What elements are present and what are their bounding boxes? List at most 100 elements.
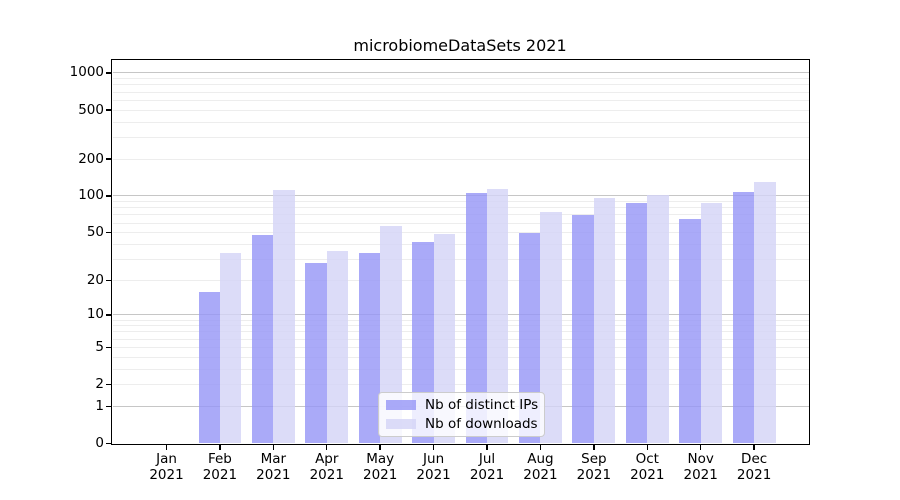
major-gridline-10: [112, 314, 809, 316]
legend-swatch-distinct-ips: [386, 400, 416, 411]
minor-gridline-30: [112, 258, 809, 260]
y-tick-0: [106, 442, 112, 445]
minor-gridline-80: [112, 207, 809, 209]
legend: Nb of distinct IPs Nb of downloads: [378, 392, 545, 437]
y-tick-label-5: 5: [95, 338, 104, 355]
major-gridline-100: [112, 195, 809, 197]
minor-gridline-900: [112, 78, 809, 80]
minor-gridline-7: [112, 331, 809, 333]
bar-oct-downloads: [647, 195, 669, 444]
minor-gridline-200: [112, 158, 809, 160]
bar-dec-distinct-ips: [732, 191, 755, 444]
x-tick-oct: [646, 445, 648, 450]
x-tick-label-jun: Jun 2021: [416, 450, 451, 483]
x-tick-sep: [593, 445, 595, 450]
y-tick-20: [106, 279, 112, 281]
legend-label-distinct-ips: Nb of distinct IPs: [425, 397, 539, 414]
x-tick-label-feb: Feb 2021: [202, 450, 238, 483]
bar-nov-downloads: [700, 202, 723, 444]
y-tick-label-100: 100: [78, 187, 104, 204]
minor-gridline-4: [112, 356, 809, 358]
x-tick-label-dec: Dec 2021: [736, 450, 772, 483]
bar-oct-distinct-ips: [625, 203, 648, 444]
y-tick-label-0: 0: [95, 435, 104, 451]
x-tick-label-sep: Sep 2021: [576, 450, 612, 483]
legend-item-distinct-ips: Nb of distinct IPs: [386, 397, 539, 414]
x-tick-jun: [432, 445, 435, 450]
minor-gridline-90: [112, 201, 809, 203]
legend-label-downloads: Nb of downloads: [425, 415, 538, 432]
y-tick-label-10: 10: [86, 306, 104, 323]
x-tick-mar: [272, 445, 275, 450]
x-tick-label-jan: Jan 2021: [149, 450, 184, 483]
y-tick-1000: [106, 72, 112, 74]
minor-gridline-3: [112, 368, 809, 370]
legend-swatch-downloads: [386, 418, 416, 429]
x-tick-aug: [539, 445, 542, 450]
minor-gridline-50: [112, 232, 809, 234]
minor-gridline-2: [112, 384, 809, 386]
bar-jun-downloads: [433, 233, 455, 444]
bar-mar-distinct-ips: [251, 234, 274, 444]
x-tick-label-apr: Apr 2021: [309, 450, 344, 483]
y-tick-5: [106, 346, 112, 349]
x-tick-nov: [700, 445, 702, 450]
x-tick-feb: [219, 445, 221, 450]
bar-sep-distinct-ips: [572, 214, 594, 444]
legend-item-downloads: Nb of downloads: [386, 415, 538, 432]
x-tick-jan: [165, 445, 168, 450]
y-tick-500: [106, 109, 112, 111]
y-tick-label-50: 50: [86, 224, 104, 241]
x-tick-label-oct: Oct 2021: [630, 450, 665, 483]
bar-may-downloads: [380, 225, 402, 444]
minor-gridline-40: [112, 243, 809, 245]
y-tick-2: [106, 383, 112, 386]
bar-mar-downloads: [273, 189, 295, 444]
bar-sep-downloads: [593, 198, 616, 444]
bar-aug-distinct-ips: [519, 232, 541, 444]
x-tick-dec: [753, 445, 755, 450]
minor-gridline-800: [112, 84, 809, 86]
chart-title: microbiomeDataSets 2021: [353, 36, 567, 55]
minor-gridline-70: [112, 214, 809, 216]
minor-gridline-9: [112, 319, 809, 321]
x-tick-label-may: May 2021: [362, 450, 398, 483]
bar-feb-downloads: [219, 252, 242, 444]
x-tick-label-aug: Aug 2021: [523, 450, 558, 483]
x-tick-label-nov: Nov 2021: [683, 450, 718, 483]
minor-gridline-6: [112, 338, 809, 340]
major-gridline-1000: [112, 72, 809, 74]
minor-gridline-300: [112, 136, 809, 138]
x-tick-jul: [486, 445, 488, 450]
bar-aug-downloads: [540, 211, 562, 444]
x-tick-may: [379, 445, 381, 450]
minor-gridline-600: [112, 99, 809, 101]
y-tick-label-200: 200: [78, 150, 104, 167]
y-tick-1: [106, 405, 112, 407]
y-tick-label-2: 2: [95, 376, 104, 393]
minor-gridline-60: [112, 222, 809, 224]
bar-apr-distinct-ips: [305, 262, 327, 444]
x-tick-label-mar: Mar 2021: [256, 450, 291, 483]
y-tick-label-20: 20: [86, 271, 104, 288]
y-tick-50: [106, 231, 112, 234]
minor-gridline-700: [112, 91, 809, 93]
minor-gridline-500: [112, 109, 809, 111]
minor-gridline-20: [112, 279, 809, 281]
y-tick-label-500: 500: [78, 101, 104, 118]
bar-jul-downloads: [487, 188, 509, 444]
bar-may-distinct-ips: [358, 252, 381, 444]
minor-gridline-8: [112, 325, 809, 327]
x-tick-apr: [326, 445, 328, 450]
y-tick-100: [106, 195, 112, 197]
bar-jul-distinct-ips: [465, 192, 487, 444]
minor-gridline-400: [112, 121, 809, 123]
bar-nov-distinct-ips: [679, 218, 701, 444]
y-tick-label-1: 1: [95, 397, 104, 414]
y-tick-200: [106, 158, 112, 160]
